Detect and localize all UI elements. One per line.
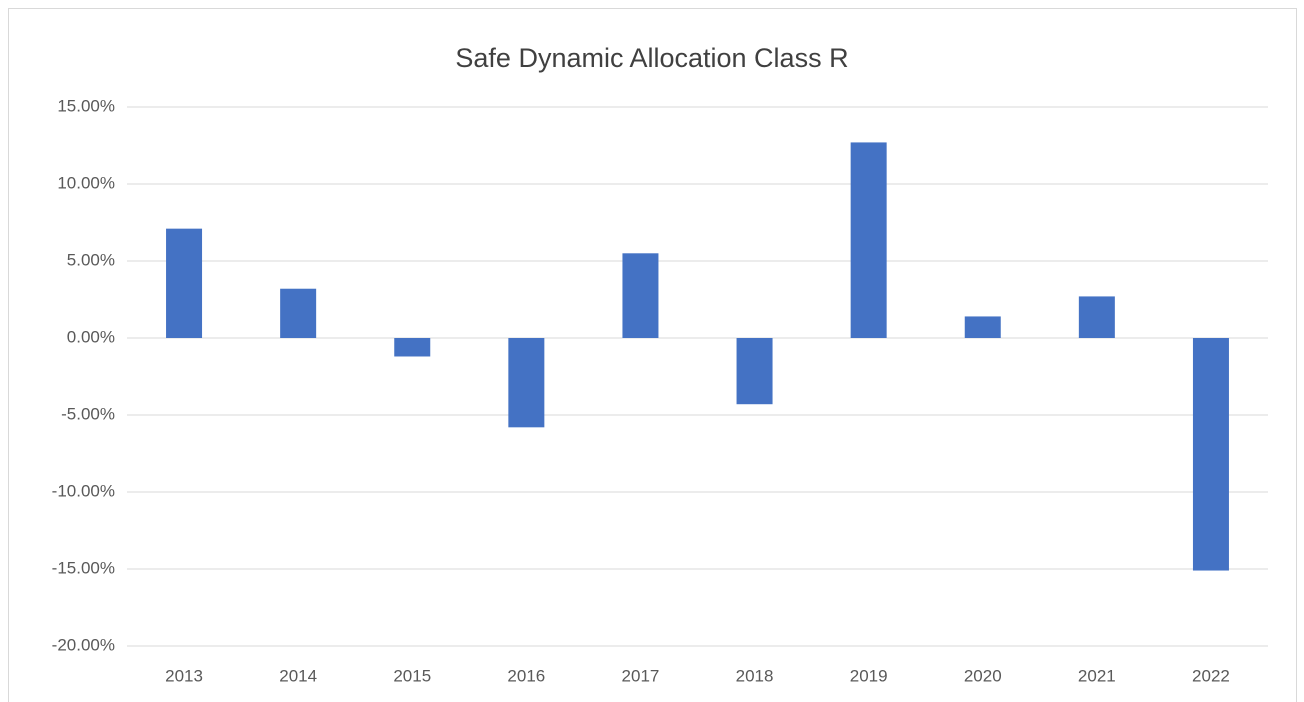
bar	[622, 253, 659, 338]
chart-title: Safe Dynamic Allocation Class R	[455, 43, 848, 73]
bar	[166, 228, 203, 338]
y-tick-label: -10.00%	[52, 481, 115, 500]
bar	[1192, 338, 1229, 571]
x-tick-label: 2016	[507, 666, 545, 685]
x-tick-label: 2021	[1078, 666, 1116, 685]
x-tick-label: 2018	[736, 666, 774, 685]
y-tick-label: 15.00%	[57, 96, 115, 115]
bar	[850, 142, 887, 338]
x-tick-label: 2019	[850, 666, 888, 685]
y-tick-label: 0.00%	[67, 327, 115, 346]
x-tick-label: 2014	[279, 666, 317, 685]
y-tick-label: -20.00%	[52, 635, 115, 654]
bar	[964, 316, 1001, 338]
x-tick-label: 2022	[1192, 666, 1230, 685]
chart-frame	[8, 8, 1297, 702]
x-tick-label: 2020	[964, 666, 1002, 685]
x-tick-label: 2013	[165, 666, 203, 685]
x-tick-label: 2015	[393, 666, 431, 685]
bar	[1078, 296, 1115, 338]
bar	[280, 288, 317, 338]
y-tick-label: -5.00%	[61, 404, 115, 423]
y-tick-label: 10.00%	[57, 173, 115, 192]
x-tick-label: 2017	[622, 666, 660, 685]
y-tick-label: -15.00%	[52, 558, 115, 577]
y-tick-label: 5.00%	[67, 250, 115, 269]
bar	[394, 338, 431, 357]
bar	[736, 338, 773, 405]
bar	[508, 338, 545, 428]
